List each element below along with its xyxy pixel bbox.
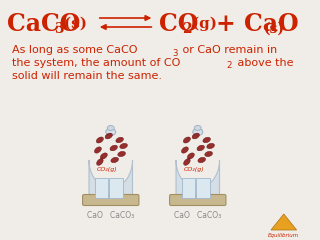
Text: 3: 3 (172, 48, 178, 58)
Ellipse shape (118, 151, 125, 157)
Text: (s): (s) (61, 17, 87, 31)
Text: CaO   CaCO₃: CaO CaCO₃ (87, 210, 134, 220)
Ellipse shape (197, 145, 204, 151)
Ellipse shape (111, 157, 118, 163)
FancyBboxPatch shape (95, 178, 108, 198)
Text: CaCO: CaCO (7, 12, 80, 36)
Text: 2: 2 (182, 22, 192, 36)
Ellipse shape (100, 153, 107, 159)
Text: CO₂(g): CO₂(g) (96, 168, 117, 173)
Ellipse shape (203, 137, 211, 143)
Ellipse shape (183, 137, 190, 143)
Text: Equilibrium: Equilibrium (268, 233, 299, 238)
Polygon shape (271, 214, 297, 230)
Ellipse shape (107, 126, 114, 131)
Ellipse shape (198, 157, 205, 163)
Text: CO₂(g): CO₂(g) (183, 168, 204, 173)
FancyBboxPatch shape (170, 194, 226, 205)
Ellipse shape (193, 128, 203, 136)
Text: above the: above the (234, 58, 293, 68)
Text: + CaO: + CaO (216, 12, 298, 36)
Text: (s): (s) (264, 22, 285, 36)
FancyBboxPatch shape (83, 194, 139, 205)
Text: As long as some CaCO: As long as some CaCO (12, 45, 137, 55)
Ellipse shape (110, 145, 117, 151)
Text: CaO   CaCO₃: CaO CaCO₃ (174, 210, 221, 220)
Ellipse shape (184, 159, 190, 165)
FancyBboxPatch shape (109, 178, 123, 198)
Text: or CaO remain in: or CaO remain in (179, 45, 277, 55)
Text: 3: 3 (54, 22, 64, 36)
Text: CO: CO (159, 12, 199, 36)
Ellipse shape (106, 128, 116, 136)
Ellipse shape (97, 159, 103, 165)
Ellipse shape (194, 126, 201, 131)
Polygon shape (89, 160, 132, 198)
FancyBboxPatch shape (182, 178, 195, 198)
Ellipse shape (116, 137, 124, 143)
Ellipse shape (96, 137, 103, 143)
Polygon shape (176, 160, 220, 198)
Text: solid will remain the same.: solid will remain the same. (12, 71, 162, 81)
Text: 2: 2 (227, 61, 232, 71)
Ellipse shape (120, 143, 127, 149)
Ellipse shape (94, 147, 101, 153)
Text: the system, the amount of CO: the system, the amount of CO (12, 58, 180, 68)
Ellipse shape (205, 151, 212, 157)
Text: (g): (g) (189, 17, 217, 31)
Ellipse shape (187, 153, 194, 159)
Ellipse shape (192, 133, 199, 139)
FancyBboxPatch shape (196, 178, 210, 198)
Ellipse shape (105, 133, 112, 139)
Ellipse shape (207, 143, 214, 149)
Ellipse shape (181, 147, 188, 153)
